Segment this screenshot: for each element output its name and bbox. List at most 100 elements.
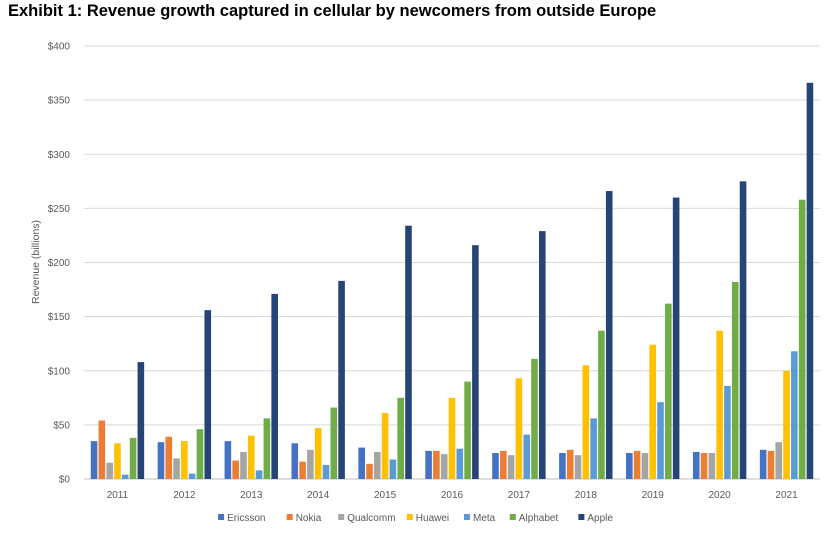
bar-qualcomm-2021 — [775, 442, 783, 479]
legend-label: Huawei — [416, 513, 449, 524]
legend-swatch — [218, 514, 225, 520]
bar-apple-2017 — [539, 231, 546, 479]
chart-title: Exhibit 1: Revenue growth captured in ce… — [8, 2, 657, 20]
y-tick-label: $100 — [48, 366, 71, 377]
bar-qualcomm-2017 — [507, 455, 515, 479]
bar-apple-2019 — [672, 197, 680, 480]
bar-alphabet-2015 — [397, 397, 404, 479]
bar-ericsson-2011 — [90, 441, 98, 479]
bar-ericsson-2013 — [224, 441, 232, 479]
bar-alphabet-2020 — [731, 281, 739, 479]
bar-alphabet-2011 — [129, 437, 137, 479]
bar-ericsson-2019 — [626, 453, 633, 479]
bar-alphabet-2018 — [598, 330, 605, 479]
bar-huawei-2017 — [515, 378, 523, 479]
bar-qualcomm-2018 — [574, 455, 582, 479]
y-tick-label: $250 — [48, 204, 71, 215]
bar-ericsson-2012 — [157, 442, 165, 479]
bar-apple-2012 — [204, 310, 212, 479]
bar-huawei-2012 — [181, 441, 188, 479]
legend: Ericsson Nokia Qualcomm Huawei Meta Alphabet A… — [218, 513, 613, 524]
legend-label: Nokia — [296, 513, 322, 524]
bar-nokia-2014 — [299, 461, 306, 479]
x-tick-label: 2013 — [240, 490, 263, 501]
bar-alphabet-2019 — [665, 303, 672, 479]
x-axis-ticks: 2011 2012 2013 2014 2015 2016 2017 2018 2019 2020… — [107, 490, 798, 501]
bar-huawei-2014 — [314, 428, 322, 479]
bar-alphabet-2012 — [196, 429, 204, 479]
legend-item-qualcomm: Qualcomm — [338, 513, 396, 524]
legend-item-apple: Apple — [578, 513, 613, 524]
bar-meta-2013 — [255, 470, 263, 479]
bars — [90, 82, 814, 480]
bar-nokia-2019 — [633, 450, 641, 479]
bar-huawei-2021 — [783, 370, 790, 479]
bar-huawei-2011 — [114, 443, 121, 479]
bar-huawei-2019 — [649, 344, 657, 479]
x-tick-label: 2012 — [173, 490, 196, 501]
bar-alphabet-2014 — [330, 407, 338, 479]
x-tick-label: 2015 — [374, 490, 397, 501]
legend-item-nokia: Nokia — [286, 513, 322, 524]
bar-meta-2015 — [389, 459, 397, 479]
bar-nokia-2020 — [700, 453, 708, 479]
y-tick-label: $400 — [48, 42, 71, 53]
legend-item-meta: Meta — [464, 513, 496, 524]
bar-meta-2019 — [657, 402, 664, 479]
x-tick-label: 2021 — [775, 490, 798, 501]
bar-apple-2016 — [472, 245, 479, 479]
bar-apple-2011 — [137, 362, 145, 479]
x-tick-label: 2016 — [441, 490, 464, 501]
bar-huawei-2020 — [716, 330, 723, 479]
x-tick-label: 2011 — [107, 490, 129, 501]
bar-qualcomm-2013 — [240, 451, 247, 479]
legend-swatch — [286, 514, 293, 520]
bar-apple-2013 — [271, 293, 278, 479]
bar-nokia-2013 — [232, 460, 239, 479]
bar-huawei-2013 — [247, 435, 255, 479]
y-axis-ticks: $0 $50 $100 $150 $200 $250 $300 $350 $400 — [48, 42, 71, 486]
bar-meta-2011 — [121, 474, 129, 479]
legend-label: Apple — [587, 513, 613, 524]
bar-alphabet-2021 — [798, 199, 806, 479]
bar-apple-2015 — [405, 225, 412, 479]
bar-meta-2017 — [523, 434, 531, 479]
bar-meta-2020 — [724, 385, 731, 479]
bar-ericsson-2018 — [559, 453, 566, 479]
legend-label: Meta — [473, 513, 496, 524]
x-tick-label: 2020 — [709, 490, 732, 501]
bar-ericsson-2016 — [425, 450, 432, 479]
bar-meta-2018 — [590, 418, 597, 479]
bar-huawei-2015 — [381, 412, 389, 479]
legend-swatch — [464, 514, 470, 520]
legend-swatch — [578, 514, 585, 520]
legend-swatch — [509, 514, 516, 520]
bar-ericsson-2017 — [492, 453, 499, 479]
bar-ericsson-2021 — [759, 449, 767, 479]
y-axis-label: Revenue (billions) — [30, 220, 42, 304]
y-tick-label: $200 — [48, 258, 71, 269]
bar-nokia-2012 — [165, 436, 173, 479]
x-tick-label: 2019 — [642, 490, 665, 501]
bar-nokia-2021 — [767, 450, 775, 479]
bar-nokia-2018 — [566, 449, 574, 479]
bar-qualcomm-2016 — [440, 454, 448, 479]
bar-alphabet-2013 — [263, 418, 271, 479]
bar-alphabet-2017 — [531, 358, 538, 479]
legend-label: Qualcomm — [347, 513, 395, 524]
bar-apple-2021 — [806, 82, 814, 480]
bar-meta-2014 — [322, 464, 330, 479]
y-tick-label: $300 — [48, 150, 71, 161]
bar-qualcomm-2019 — [641, 453, 649, 479]
legend-swatch — [406, 514, 413, 520]
bar-apple-2018 — [605, 191, 613, 479]
x-tick-label: 2018 — [575, 490, 598, 501]
y-tick-label: $150 — [48, 312, 71, 323]
legend-item-alphabet: Alphabet — [509, 513, 558, 524]
bar-huawei-2018 — [582, 365, 590, 479]
legend-label: Ericsson — [227, 513, 265, 524]
y-tick-label: $50 — [53, 420, 70, 431]
legend-item-ericsson: Ericsson — [218, 513, 265, 524]
bar-qualcomm-2014 — [307, 449, 314, 479]
